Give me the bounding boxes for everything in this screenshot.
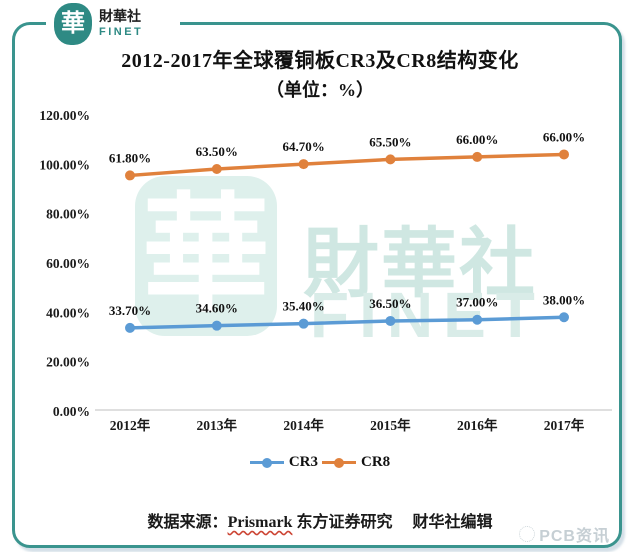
series-cr8-data-label: 66.00%: [543, 129, 585, 144]
logo-name: 財華社: [99, 10, 141, 26]
series-cr3-line: [128, 315, 566, 330]
series-cr8-point: [298, 159, 309, 170]
series-cr8-line: [128, 152, 566, 178]
legend-marker-dot: [261, 457, 272, 468]
source-prefix: 数据来源：: [147, 514, 228, 531]
series-cr3-data-label: 38.00%: [543, 292, 585, 307]
x-tick-label: 2012年: [110, 417, 151, 433]
y-tick-label: 40.00%: [46, 305, 90, 320]
y-tick-label: 80.00%: [46, 207, 90, 222]
series-cr8-data-label: 64.70%: [282, 139, 324, 154]
finet-seal-icon: 華: [54, 3, 92, 45]
x-tick-label: 2014年: [283, 417, 324, 433]
series-cr8-point: [385, 154, 396, 165]
y-tick-label: 60.00%: [46, 256, 90, 271]
series-cr8-data-label: 66.00%: [456, 132, 498, 147]
legend-marker-dot: [334, 457, 344, 468]
finet-logo: 華 財華社 FINET: [54, 3, 150, 45]
series-cr3-point: [211, 320, 222, 331]
series-cr8-point: [211, 164, 222, 175]
y-tick-label: 20.00%: [46, 355, 90, 370]
rounded-frame-border: [12, 22, 622, 548]
logo-text: 財華社 FINET: [99, 10, 143, 37]
series-cr8-data-label: 65.50%: [369, 134, 411, 149]
series-cr3-data-label: 33.70%: [109, 303, 151, 318]
legend-marker-cr3: [249, 457, 284, 468]
source-suffix: 东方证券研究 财华社编辑: [292, 514, 493, 531]
series-cr8-point: [559, 149, 569, 160]
chart-title-block: 2012-2017年全球覆铜板CR3及CR8结构变化 （单位：%）: [0, 44, 640, 102]
chart-legend: CR3 CR8: [0, 454, 640, 471]
series-cr3-point: [385, 315, 396, 326]
series-cr8-data-label: 63.50%: [196, 144, 238, 159]
series-cr3-point: [298, 318, 309, 329]
series-cr3-point: [559, 312, 569, 323]
legend-marker-cr8: [322, 457, 356, 468]
pcb-badge-text: PCB资讯: [539, 528, 610, 545]
pcb-watermark-badge: PCB资讯: [519, 522, 610, 546]
x-tick-label: 2016年: [457, 417, 498, 433]
series-cr8-point: [472, 151, 483, 162]
x-tick-label: 2015年: [370, 417, 411, 433]
series-cr3-data-label: 37.00%: [456, 295, 498, 310]
logo-subtitle: FINET: [99, 25, 144, 38]
x-tick-label: 2013年: [197, 417, 238, 433]
source-line: 数据来源：Prismark 东方证券研究 财华社编辑: [0, 508, 640, 532]
legend-label: CR8: [361, 454, 391, 470]
y-tick-label: 120.00%: [39, 108, 90, 123]
series-cr8-point: [125, 170, 135, 181]
series-cr3-data-label: 34.60%: [196, 301, 238, 316]
y-tick-label: 100.00%: [39, 157, 90, 172]
chart-title: 2012-2017年全球覆铜板CR3及CR8结构变化: [121, 50, 519, 72]
series-cr8-data-label: 61.80%: [109, 150, 151, 165]
series-cr3-data-label: 36.50%: [369, 296, 411, 311]
legend-item-cr3: CR3: [249, 454, 318, 471]
series-cr3-data-label: 35.40%: [282, 299, 324, 314]
y-tick-label: 0.00%: [53, 404, 90, 419]
chart-subtitle: （单位：%）: [266, 80, 374, 100]
pcb-logo-icon: [519, 526, 536, 542]
series-cr3-point: [472, 314, 483, 325]
series-cr3-point: [125, 322, 135, 333]
legend-item-cr8: CR8: [322, 454, 390, 471]
source-name: Prismark: [227, 514, 293, 531]
legend-label: CR3: [288, 454, 318, 470]
x-tick-label: 2017年: [544, 417, 585, 433]
